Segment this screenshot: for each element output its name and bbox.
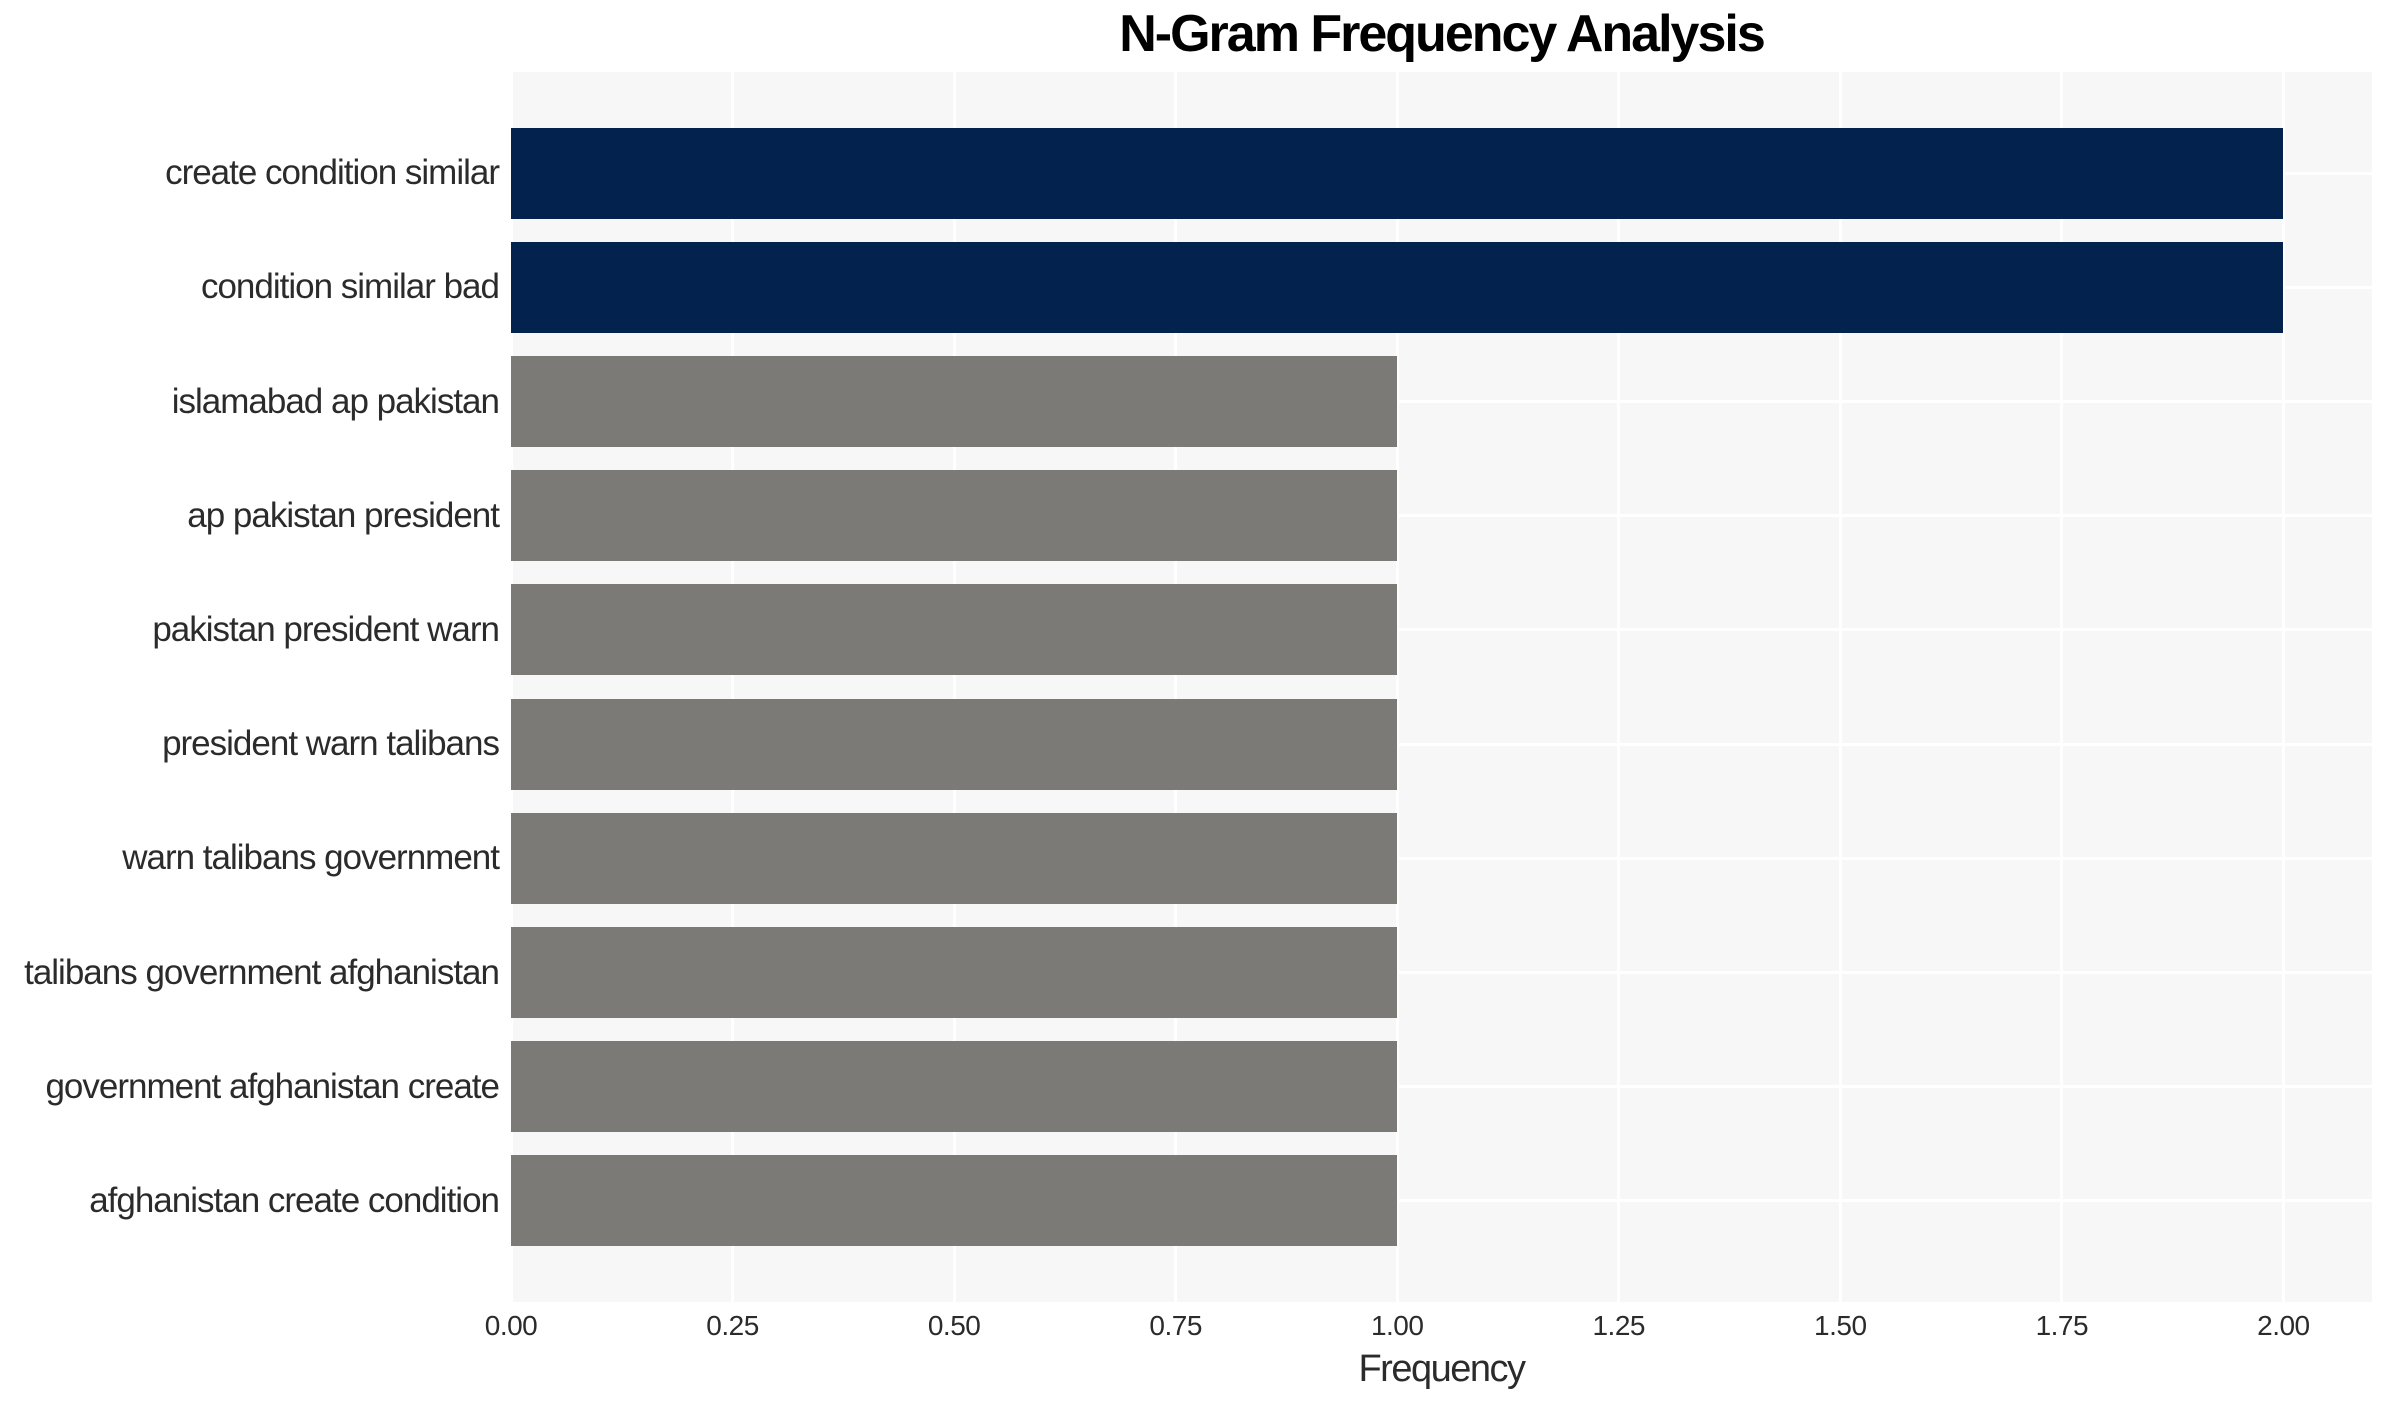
- x-tick-label: 1.00: [1370, 1310, 1424, 1341]
- y-tick-label: condition similar bad: [200, 267, 500, 307]
- x-tick-label: 1.25: [1592, 1310, 1645, 1341]
- y-tick-label: afghanistan create condition: [89, 1180, 500, 1220]
- bar: [511, 127, 2284, 219]
- x-axis-label: Frequency: [1358, 1348, 1526, 1390]
- x-tick-label: 2.00: [2257, 1310, 2310, 1341]
- grid-line-vertical: [2060, 72, 2064, 1302]
- bar: [511, 812, 1398, 904]
- plot-area: [509, 72, 2372, 1302]
- y-tick-label: warn talibans government: [122, 838, 500, 878]
- bar: [511, 584, 1398, 676]
- bar: [511, 927, 1398, 1018]
- x-tick-label: 0.50: [927, 1310, 981, 1341]
- x-tick-label: 1.50: [1814, 1310, 1867, 1341]
- bar: [511, 1155, 1398, 1247]
- grid-line-horizontal: [511, 1199, 2372, 1203]
- grid-line-horizontal: [511, 971, 2372, 974]
- grid-line-vertical: [1395, 72, 1399, 1302]
- grid-line-vertical: [1617, 72, 1621, 1302]
- grid-line-vertical: [509, 72, 513, 1302]
- x-tick-label: 0.75: [1149, 1310, 1202, 1341]
- y-tick-label: ap pakistan president: [187, 495, 500, 535]
- bar: [511, 470, 1398, 562]
- y-axis-labels: create condition similar condition simila…: [0, 72, 505, 1302]
- x-tick-label: 0.00: [484, 1310, 538, 1341]
- grid-line-horizontal: [511, 628, 2372, 632]
- chart-title: N-Gram Frequency Analysis: [1119, 5, 1766, 63]
- y-tick-label: create condition similar: [165, 153, 500, 193]
- grid-line-horizontal: [511, 742, 2372, 746]
- grid-line-horizontal: [511, 856, 2372, 860]
- bar: [511, 698, 1398, 790]
- grid-line-vertical: [1174, 72, 1178, 1302]
- x-axis-ticks: 0.00 0.25 0.50 0.75 1.00 1.25 1.50 1.75 2.00: [0, 1310, 2391, 1346]
- grid-line-horizontal: [511, 514, 2372, 518]
- grid-line-horizontal: [511, 1085, 2372, 1089]
- x-tick-label: 1.75: [2035, 1310, 2089, 1341]
- bar: [511, 241, 2284, 333]
- grid-line-vertical: [952, 72, 956, 1302]
- y-tick-label: pakistan president warn: [152, 609, 500, 649]
- grid-line-vertical: [1838, 72, 1842, 1302]
- grid-line-vertical: [731, 72, 735, 1302]
- y-tick-label: talibans government afghanistan: [24, 952, 500, 992]
- y-tick-label: president warn talibans: [162, 724, 500, 764]
- grid-line-horizontal: [511, 400, 2372, 403]
- y-tick-label: islamabad ap pakistan: [171, 381, 500, 421]
- x-tick-label: 0.25: [706, 1310, 759, 1341]
- grid-line-vertical: [2281, 72, 2285, 1302]
- y-tick-label: government afghanistan create: [45, 1066, 500, 1106]
- bar: [511, 1041, 1398, 1133]
- bar: [511, 356, 1398, 447]
